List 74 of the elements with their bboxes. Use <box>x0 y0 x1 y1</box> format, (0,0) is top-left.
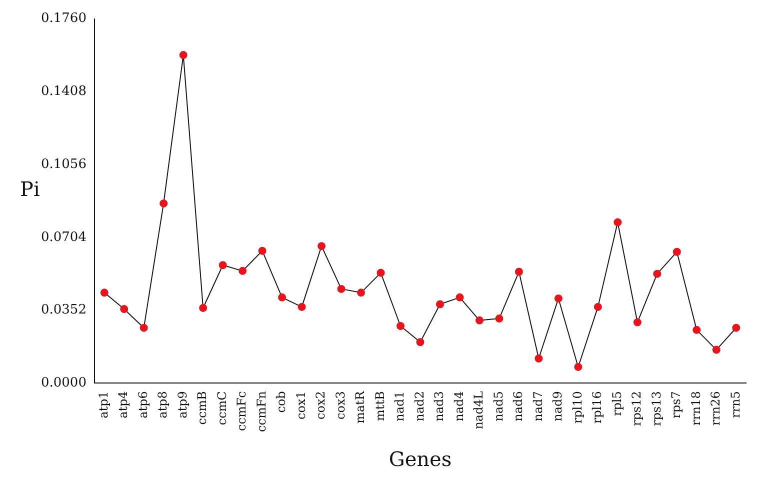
point <box>258 246 266 255</box>
point <box>514 268 523 276</box>
point <box>416 338 424 346</box>
x-tick-label: nad6 <box>511 391 526 422</box>
point <box>534 354 543 362</box>
point <box>475 316 484 324</box>
x-tick-label: ccmFn <box>254 390 268 432</box>
x-tick-label: rps13 <box>649 391 664 426</box>
y-tick-label: 0.1056 <box>40 156 86 172</box>
x-tick-label: cob <box>274 390 288 413</box>
x-tick-label: atp4 <box>116 390 130 418</box>
x-tick-label: atp8 <box>156 391 170 418</box>
point <box>376 268 385 277</box>
point <box>653 270 662 278</box>
point <box>692 326 701 334</box>
point <box>594 302 602 311</box>
y-tick-label: 0.0352 <box>40 302 86 318</box>
x-tick-label: cox2 <box>314 391 328 420</box>
point <box>554 294 562 302</box>
point <box>100 288 108 297</box>
x-tick-label: rps7 <box>669 391 684 418</box>
x-tick-label: rpl5 <box>610 391 624 416</box>
x-tick-label: atp1 <box>96 391 110 418</box>
x-tick-label: atp9 <box>175 391 190 418</box>
point <box>396 322 404 330</box>
x-tick-label: rpl16 <box>590 391 604 424</box>
x-tick-label: nad3 <box>432 391 446 422</box>
x-axis-title: Genes <box>388 447 452 472</box>
point <box>495 314 504 323</box>
y-tick-label: 0.1408 <box>40 84 86 100</box>
point <box>278 293 286 302</box>
point <box>140 324 148 332</box>
y-axis-title: Pi <box>20 177 40 202</box>
point <box>357 288 366 297</box>
x-tick-label: rps12 <box>630 391 644 426</box>
x-tick-label: cox1 <box>294 391 308 420</box>
point <box>712 346 720 354</box>
x-tick-label: rpl10 <box>570 391 584 424</box>
x-tick-label: nad2 <box>412 391 426 422</box>
x-tick-label: nad4 <box>452 390 466 422</box>
point <box>337 284 346 293</box>
y-tick-label: 0.0704 <box>40 230 86 245</box>
x-tick-label: nad1 <box>392 391 407 422</box>
x-tick-label: ccmC <box>214 391 229 426</box>
x-tick-label: mttB <box>372 390 387 421</box>
point <box>574 362 582 371</box>
x-tick-label: ccmB <box>195 390 210 425</box>
point <box>633 318 642 326</box>
point <box>218 261 227 270</box>
point <box>120 305 128 314</box>
point <box>732 324 740 332</box>
x-tick-label: atp6 <box>136 391 150 418</box>
point <box>436 300 444 308</box>
point <box>238 266 247 275</box>
x-tick-label: rrn18 <box>688 391 703 426</box>
x-tick-label: nad9 <box>550 391 565 422</box>
point <box>179 51 188 60</box>
point <box>160 199 168 208</box>
x-tick-label: rrn26 <box>708 391 723 426</box>
point <box>318 242 326 250</box>
point <box>672 248 681 256</box>
point <box>614 218 622 226</box>
x-tick-label: nad4L <box>472 391 486 430</box>
point <box>298 302 306 311</box>
x-tick-label: nad5 <box>491 391 506 422</box>
y-tick-label: 0.0000 <box>40 376 86 390</box>
x-tick-label: rrn5 <box>728 391 742 418</box>
x-tick-label: ccmFc <box>234 390 249 431</box>
x-tick-label: nad7 <box>530 391 545 422</box>
y-tick-label: 0.1760 <box>40 11 86 26</box>
point <box>199 304 208 312</box>
x-tick-label: matR <box>353 390 368 424</box>
point <box>456 293 464 302</box>
x-tick-label: cox3 <box>333 391 348 420</box>
